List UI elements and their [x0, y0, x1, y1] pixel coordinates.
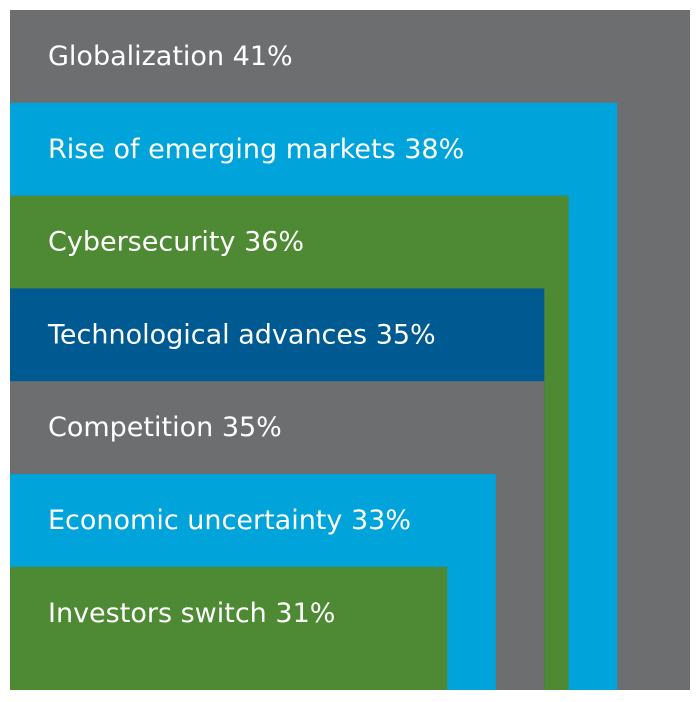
- category-label: Rise of emerging markets: [48, 133, 396, 164]
- value-label: 38%: [404, 133, 464, 164]
- category-label: Competition: [48, 412, 213, 443]
- bar-label: Cybersecurity 36%: [48, 226, 304, 257]
- value-label: 31%: [275, 597, 335, 628]
- category-label: Economic uncertainty: [48, 505, 342, 536]
- category-label: Technological advances: [47, 319, 367, 350]
- value-label: 36%: [244, 226, 304, 257]
- value-label: 35%: [222, 412, 282, 443]
- category-label: Globalization: [48, 41, 224, 72]
- category-label: Investors switch: [48, 597, 267, 628]
- category-label: Cybersecurity: [48, 226, 236, 257]
- bar-label: Technological advances 35%: [47, 319, 436, 350]
- bar-label: Rise of emerging markets 38%: [48, 133, 464, 164]
- bar-label: Globalization 41%: [48, 41, 293, 72]
- value-label: 33%: [351, 505, 411, 536]
- value-label: 35%: [376, 319, 436, 350]
- bar-label: Investors switch 31%: [48, 597, 335, 628]
- bar-label: Economic uncertainty 33%: [48, 505, 411, 536]
- bar: [10, 566, 448, 690]
- value-label: 41%: [233, 41, 293, 72]
- bar-label: Competition 35%: [48, 412, 282, 443]
